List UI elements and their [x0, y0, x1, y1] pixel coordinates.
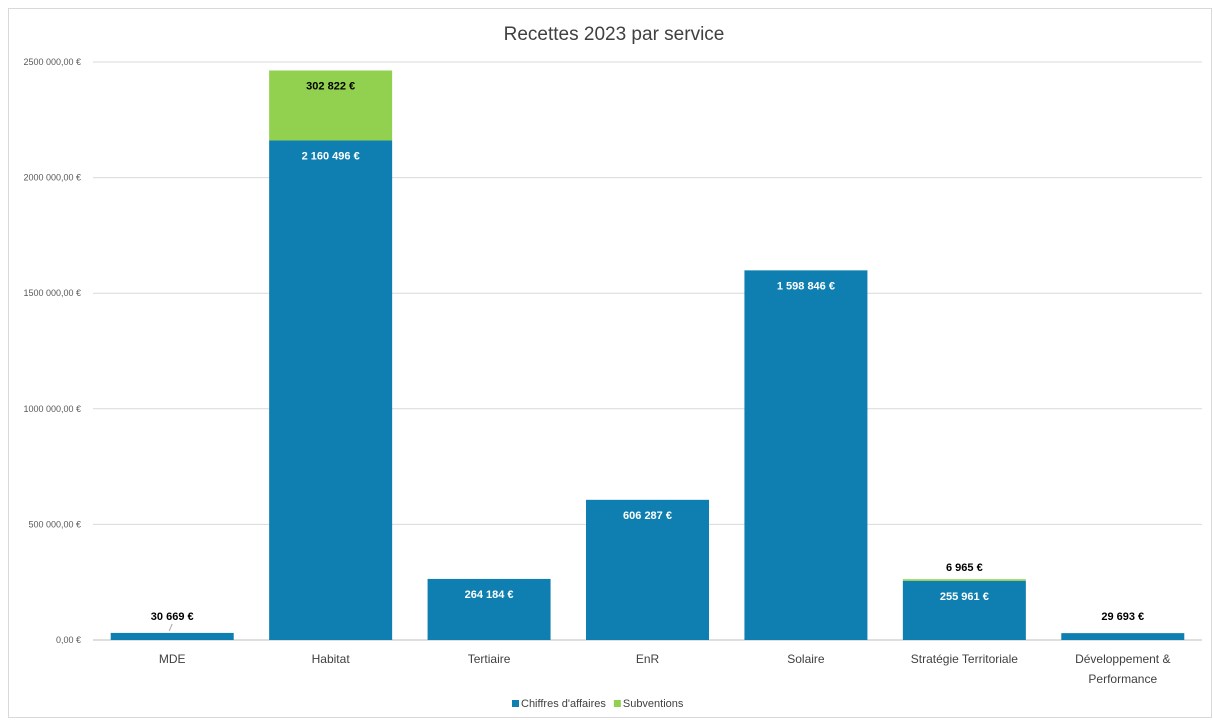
chart-title: Recettes 2023 par service: [504, 24, 725, 45]
bar-segment: [902, 580, 1026, 640]
y-axis-ticks: 0,00 € 500 000,00 € 1000 000,00 € 1500 000,…: [23, 57, 81, 645]
bar-segment: [427, 578, 551, 640]
bar-segment: [586, 499, 709, 640]
bar-segment: [1061, 633, 1185, 640]
leader-line: [168, 623, 173, 632]
bar-segment: [744, 270, 868, 640]
data-label: 30 669 €: [151, 611, 194, 623]
bars: [110, 70, 1185, 640]
x-tick-label: EnR: [636, 652, 660, 666]
data-labels: 30 669 € 2 160 496 € 302 822 € 264 184 € 606…: [151, 80, 1144, 632]
x-tick-label: Solaire: [787, 652, 825, 666]
y-tick-label: 0,00 €: [56, 635, 81, 645]
bar-segment: [110, 632, 234, 640]
x-tick-label: Performance: [1088, 672, 1157, 686]
data-label: 29 693 €: [1101, 611, 1144, 623]
x-tick-label: Stratégie Territoriale: [911, 652, 1018, 666]
legend-label: Subventions: [623, 698, 684, 710]
data-label: 264 184 €: [465, 589, 514, 601]
x-axis-ticks: MDE Habitat Tertiaire EnR Solaire Stratégie T…: [159, 652, 1171, 686]
chart-container: Recettes 2023 par service 0,00 € 500 000,…: [8, 8, 1212, 718]
bar-segment: [269, 140, 393, 640]
x-tick-label: MDE: [159, 652, 186, 666]
data-label: 302 822 €: [306, 80, 355, 92]
x-tick-label: Développement &: [1075, 652, 1170, 666]
y-tick-label: 2500 000,00 €: [23, 57, 81, 67]
y-tick-label: 1500 000,00 €: [23, 288, 81, 298]
legend: Chiffres d'affaires Subventions: [512, 698, 684, 710]
legend-swatch: [512, 700, 519, 707]
bar-segment: [269, 70, 393, 141]
data-label: 6 965 €: [946, 562, 983, 574]
data-label: 2 160 496 €: [302, 150, 360, 162]
y-tick-label: 1000 000,00 €: [23, 404, 81, 414]
recettes-chart: Recettes 2023 par service 0,00 € 500 000,…: [23, 24, 1202, 710]
data-label: 606 287 €: [623, 510, 672, 522]
data-label: 255 961 €: [940, 591, 989, 603]
legend-swatch: [613, 700, 621, 707]
legend-label: Chiffres d'affaires: [521, 698, 606, 710]
y-tick-label: 2000 000,00 €: [23, 173, 81, 183]
bar-segment: [902, 579, 1026, 581]
x-tick-label: Tertiaire: [468, 652, 511, 666]
y-tick-label: 500 000,00 €: [28, 519, 81, 529]
x-tick-label: Habitat: [312, 652, 351, 666]
data-label: 1 598 846 €: [777, 280, 835, 292]
